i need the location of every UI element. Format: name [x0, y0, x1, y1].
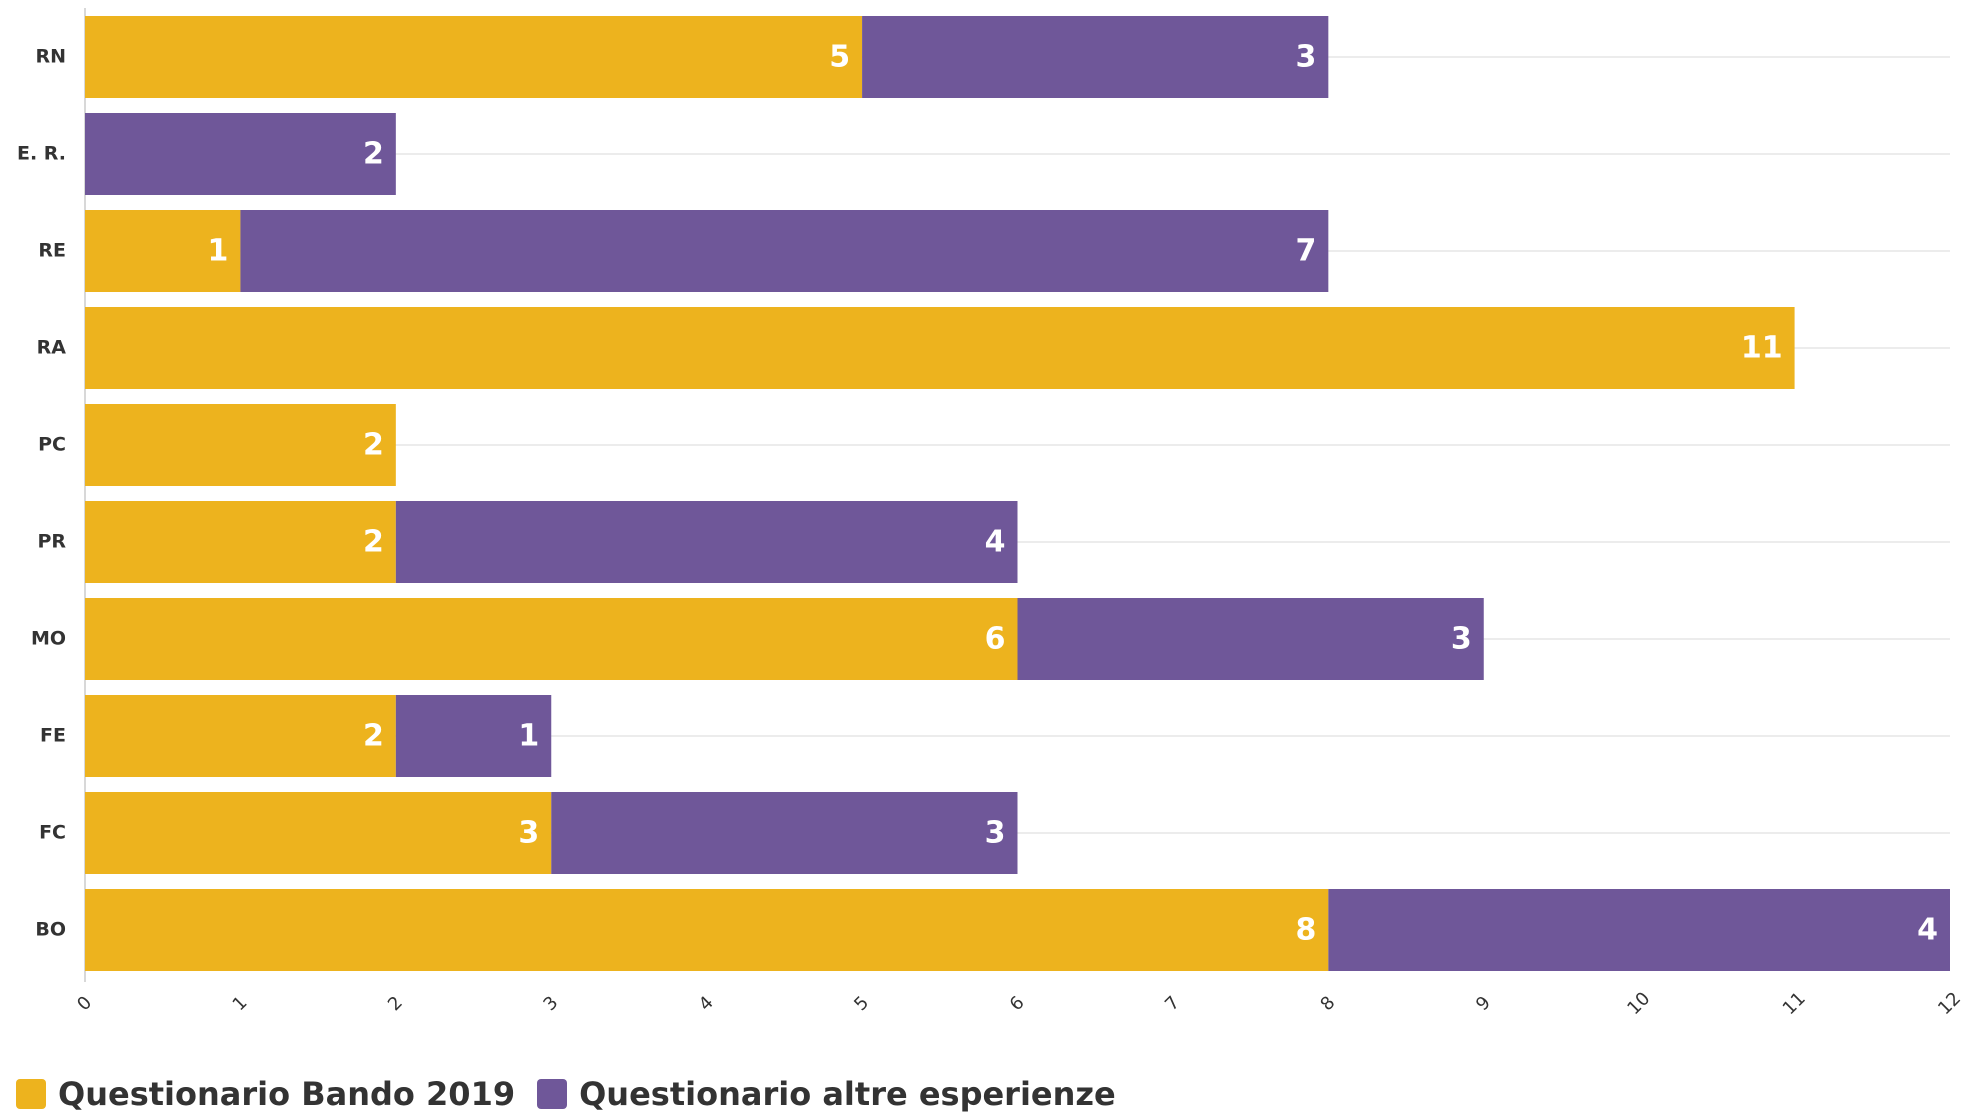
- bar-segment: [1017, 598, 1484, 680]
- category-label: FC: [39, 822, 66, 844]
- stacked-bar-chart: RN 5 3 E. R. 2 RE 1 7 RA 11 PC 2 PR 2 4 MO 6 3 FE 2 1 FC 3 3 BO 8…: [17, 8, 1964, 1019]
- x-tick-label: 2: [384, 992, 407, 1015]
- legend-label: Questionario Bando 2019: [58, 1075, 516, 1113]
- x-tick-label: 9: [1472, 992, 1495, 1015]
- data-label: 6: [985, 622, 1006, 657]
- legend: Questionario Bando 2019 Questionario alt…: [16, 1074, 1138, 1114]
- x-tick-label: 6: [1006, 992, 1029, 1015]
- data-label: 3: [518, 816, 539, 851]
- category-label: RA: [37, 337, 67, 359]
- bar-segment: [1328, 889, 1950, 971]
- data-label: 2: [363, 137, 384, 172]
- legend-label: Questionario altre esperienze: [579, 1075, 1116, 1113]
- x-tick-label: 12: [1934, 988, 1964, 1019]
- bar-segment: [85, 501, 396, 583]
- bar-segment: [85, 598, 1018, 680]
- bar-segment: [85, 792, 552, 874]
- bar-segment: [395, 695, 552, 777]
- data-label: 2: [363, 719, 384, 754]
- data-label: 11: [1741, 331, 1783, 366]
- x-tick-label: 1: [229, 992, 252, 1015]
- x-tick-label: 10: [1623, 988, 1654, 1019]
- x-tick-label: 3: [539, 992, 562, 1015]
- x-tick-label: 8: [1317, 992, 1340, 1015]
- x-tick-label: 7: [1161, 992, 1184, 1015]
- bar-segment: [85, 889, 1329, 971]
- data-label: 3: [1295, 40, 1316, 75]
- legend-swatch: [16, 1079, 46, 1109]
- bar-segment: [85, 113, 396, 195]
- x-tick-label: 0: [73, 992, 96, 1015]
- category-label: RN: [35, 46, 66, 68]
- x-tick-label: 5: [850, 992, 873, 1015]
- legend-item-bando-2019[interactable]: Questionario Bando 2019: [16, 1075, 515, 1113]
- bar-segment: [85, 307, 1795, 389]
- bar-segment: [862, 16, 1329, 98]
- bar-segment: [85, 16, 863, 98]
- data-label: 2: [363, 525, 384, 560]
- data-label: 8: [1295, 913, 1316, 948]
- data-label: 7: [1295, 234, 1316, 269]
- legend-swatch: [537, 1079, 568, 1109]
- data-label: 3: [1451, 622, 1472, 657]
- x-tick-label: 11: [1779, 988, 1810, 1019]
- legend-item-altre-esperienze[interactable]: Questionario altre esperienze: [537, 1075, 1116, 1113]
- category-label: FE: [40, 725, 66, 747]
- data-label: 4: [985, 525, 1006, 560]
- bar-segment: [85, 404, 396, 486]
- category-label: PR: [37, 531, 66, 553]
- category-label: BO: [35, 919, 66, 941]
- data-label: 2: [363, 428, 384, 463]
- category-label: E. R.: [17, 143, 66, 165]
- data-label: 5: [829, 40, 850, 75]
- category-label: RE: [38, 240, 66, 262]
- data-label: 3: [985, 816, 1006, 851]
- bar-segment: [395, 501, 1018, 583]
- category-label: MO: [31, 628, 66, 650]
- data-label: 1: [518, 719, 539, 754]
- data-label: 1: [208, 234, 229, 269]
- category-label: PC: [38, 434, 66, 456]
- data-label: 4: [1917, 913, 1938, 948]
- bar-segment: [551, 792, 1018, 874]
- bar-segment: [240, 210, 1329, 292]
- bar-segment: [85, 695, 396, 777]
- bar-segment: [85, 210, 241, 292]
- x-tick-label: 4: [695, 992, 718, 1015]
